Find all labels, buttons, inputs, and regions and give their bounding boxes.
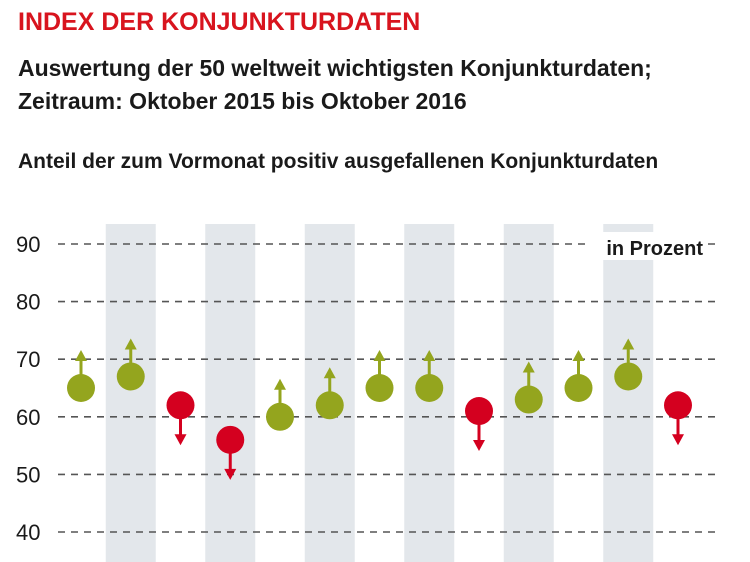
data-point-4: [216, 425, 245, 480]
data-marker: [514, 385, 543, 414]
data-point-8: [415, 350, 444, 402]
chart-heading: Anteil der zum Vormonat positiv ausgefal…: [18, 150, 659, 173]
data-point-3: [166, 391, 195, 446]
data-marker: [266, 402, 294, 431]
data-marker: [216, 425, 245, 454]
arrow-up-icon: [323, 367, 336, 379]
chart-title: INDEX DER KONJUNKTURDATEN: [18, 8, 421, 36]
band-1: [105, 224, 156, 562]
y-tick-label-40: 40: [16, 520, 40, 545]
data-point-1: [67, 350, 95, 402]
y-tick-label-90: 90: [16, 232, 40, 257]
y-tick-label-80: 80: [16, 290, 40, 315]
arrow-up-icon: [274, 378, 286, 390]
subtitle-line-1: Auswertung der 50 weltweit wichtigsten K…: [18, 55, 652, 81]
arrow-up-icon: [423, 350, 436, 361]
data-marker: [116, 362, 145, 391]
band-3: [205, 224, 256, 562]
band-11: [603, 224, 654, 562]
data-marker: [365, 374, 394, 402]
data-point-5: [266, 378, 294, 431]
data-marker: [614, 362, 643, 391]
arrow-down-icon: [672, 434, 684, 446]
data-point-13: [664, 391, 692, 446]
arrow-down-icon: [174, 434, 187, 446]
unit-label: in Prozent: [606, 238, 703, 260]
data-point-9: [465, 397, 493, 452]
arrow-down-icon: [224, 468, 237, 480]
arrow-up-icon: [522, 361, 535, 373]
data-marker: [664, 391, 692, 420]
y-tick-label-60: 60: [16, 405, 40, 430]
arrow-down-icon: [473, 440, 485, 452]
unit-label-bg: [588, 232, 708, 260]
subtitle-line-2: Zeitraum: Oktober 2015 bis Oktober 2016: [18, 88, 467, 114]
arrow-up-icon: [75, 350, 87, 361]
data-point-7: [365, 350, 394, 402]
arrow-up-icon: [124, 338, 137, 350]
arrow-up-icon: [572, 350, 585, 361]
data-point-6: [315, 367, 344, 420]
y-tick-label-50: 50: [16, 462, 40, 487]
data-point-2: [116, 338, 145, 391]
data-marker: [415, 374, 444, 402]
data-point-12: [614, 338, 643, 391]
data-point-10: [514, 361, 543, 414]
data-marker: [465, 397, 493, 426]
y-tick-label-70: 70: [16, 347, 40, 372]
arrow-up-icon: [622, 338, 635, 350]
data-point-11: [564, 350, 593, 402]
data-marker: [166, 391, 195, 420]
data-marker: [564, 374, 593, 402]
chart-subtitle: Auswertung der 50 weltweit wichtigsten K…: [18, 52, 652, 118]
data-marker: [315, 391, 344, 420]
arrow-up-icon: [373, 350, 386, 361]
data-marker: [67, 374, 95, 402]
